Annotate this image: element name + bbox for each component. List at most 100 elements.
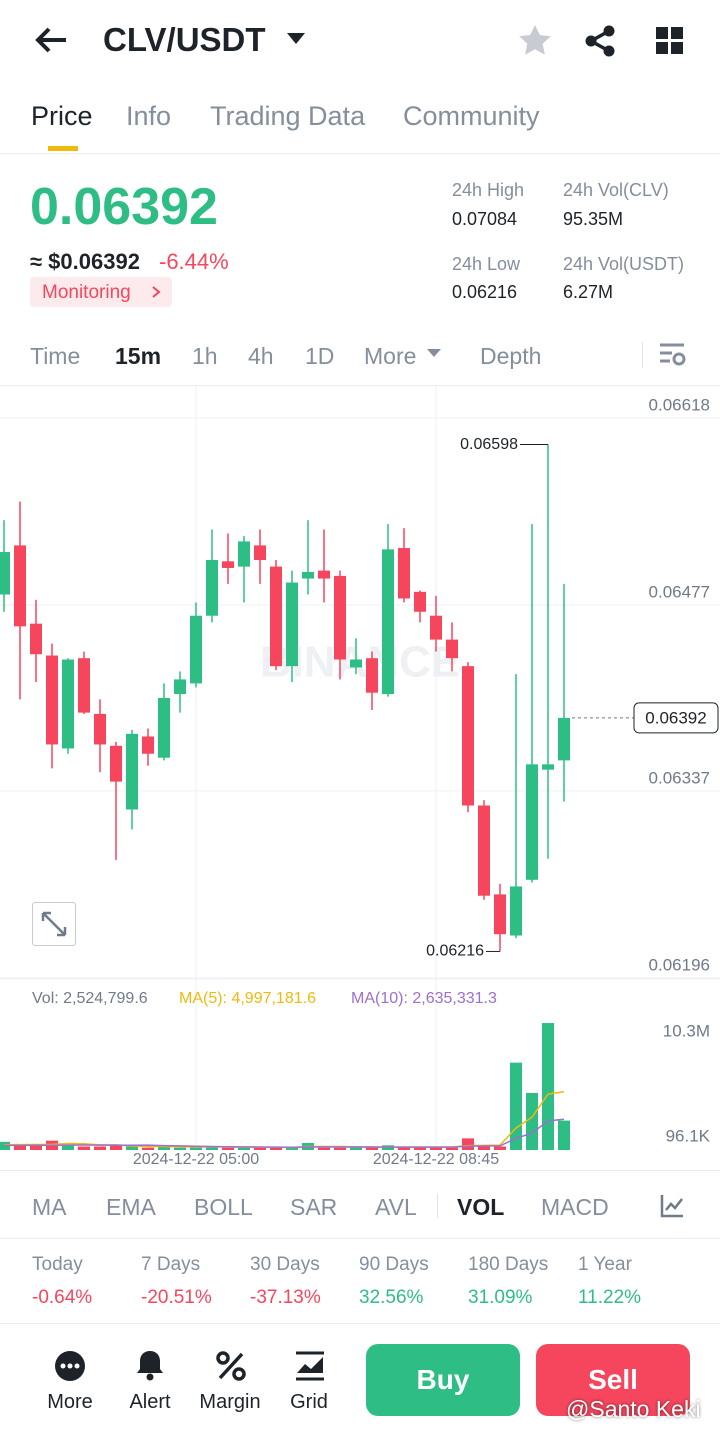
buy-button[interactable]: Buy [366, 1344, 520, 1416]
bottom-label[interactable]: Grid [290, 1391, 328, 1413]
max-label: 0.06598 [460, 436, 518, 453]
divider [0, 1170, 720, 1171]
candle-body [0, 552, 10, 595]
volume-bar [462, 1138, 474, 1150]
ma5-line [3, 1091, 565, 1149]
indicator[interactable]: BOLL [194, 1194, 253, 1220]
tab-active[interactable]: Price [31, 101, 93, 131]
volume-bar [558, 1120, 570, 1150]
divider [0, 1323, 720, 1324]
interval[interactable]: More [364, 343, 417, 369]
sell-button[interactable]: Sell [536, 1344, 690, 1416]
min-label: 0.06216 [426, 943, 484, 960]
candle-body [14, 545, 26, 627]
indicator-active[interactable]: VOL [457, 1194, 505, 1220]
volume-bar [414, 1147, 426, 1150]
perf-label: Today [32, 1254, 83, 1275]
volume-bar [174, 1147, 186, 1150]
pair-title[interactable]: CLV/USDT [103, 21, 266, 58]
y-tick-label: 0.06337 [649, 768, 710, 787]
candle-body [142, 736, 154, 754]
bottom-label[interactable]: Alert [129, 1391, 171, 1413]
interval[interactable]: 1D [305, 343, 335, 369]
more-icon[interactable] [54, 1350, 86, 1382]
volume-bar [254, 1147, 266, 1150]
x-tick-label: 2024-12-22 05:00 [133, 1151, 259, 1168]
y-tick-label: 0.06618 [649, 395, 710, 414]
volume-bar [158, 1146, 170, 1150]
candle-body [462, 666, 474, 806]
volume-bar [270, 1146, 282, 1150]
perf-value: 31.09% [468, 1287, 533, 1308]
volume-bar [30, 1145, 42, 1150]
candle-body [510, 886, 522, 936]
price-change: -6.44% [159, 249, 229, 274]
interval[interactable]: 1h [192, 343, 218, 369]
interval[interactable]: 4h [248, 343, 274, 369]
monitoring-tag[interactable]: Monitoring [30, 277, 172, 307]
candle-body [334, 575, 346, 660]
candle-body [238, 541, 250, 567]
chevron [152, 286, 161, 298]
interval-active[interactable]: 15m [115, 343, 162, 369]
margin-icon[interactable] [216, 1351, 246, 1381]
share-icon[interactable] [584, 25, 616, 57]
last-price-label: 0.06392 [645, 708, 706, 727]
candle-body [206, 559, 218, 616]
candle-body [78, 658, 90, 713]
indicator[interactable]: EMA [106, 1194, 156, 1220]
last-price-box [633, 702, 719, 734]
volume-bar [110, 1145, 122, 1150]
candle-body [254, 545, 266, 560]
volume-bar [478, 1145, 490, 1150]
perf-label: 1 Year [578, 1254, 632, 1275]
tab[interactable]: Trading Data [210, 101, 366, 131]
vol-tick-label: 10.3M [663, 1022, 710, 1041]
indicator-settings-icon[interactable] [660, 1194, 684, 1218]
volume-bar [238, 1147, 250, 1150]
stat-label: 24h Vol(USDT) [563, 254, 685, 274]
candle-body [398, 548, 410, 599]
alert-icon[interactable] [135, 1349, 165, 1381]
dropdown-icon [427, 349, 441, 357]
grid-icon[interactable] [656, 27, 684, 55]
candle-body [126, 733, 138, 810]
last-price: 0.06392 [30, 178, 218, 236]
grid-bot-icon[interactable] [295, 1351, 325, 1381]
indicator[interactable]: MACD [541, 1194, 609, 1220]
fullscreen-button[interactable] [32, 902, 76, 946]
candle-body [46, 655, 58, 745]
back-icon[interactable] [34, 26, 68, 54]
candle-body [318, 570, 330, 579]
divider [437, 1194, 438, 1218]
bottom-label[interactable]: More [47, 1391, 93, 1413]
volume-bar [142, 1147, 154, 1150]
interval[interactable]: Time [30, 343, 81, 369]
divider [0, 1238, 720, 1239]
volume-bar [494, 1146, 506, 1150]
bottom-label[interactable]: Margin [199, 1391, 261, 1413]
dropdown-icon[interactable] [287, 33, 305, 45]
tab[interactable]: Info [126, 101, 172, 131]
tab[interactable]: Community [403, 101, 540, 131]
perf-label: 7 Days [141, 1254, 201, 1275]
chart: BINANCE 0.061960.063370.064770.066182024… [0, 385, 720, 1168]
candle-body [542, 764, 554, 770]
volume-bar [94, 1146, 106, 1150]
indicator[interactable]: MA [32, 1194, 67, 1220]
volume-bar [62, 1145, 74, 1150]
stat-value: 95.35M [563, 209, 624, 229]
ma10-legend: MA(10): 2,635,331.3 [351, 990, 497, 1007]
vol-tick-label: 96.1K [666, 1126, 711, 1145]
star-icon[interactable] [518, 24, 552, 56]
divider [0, 385, 720, 386]
stat-label: 24h Vol(CLV) [563, 180, 669, 200]
settings-icon[interactable] [659, 343, 687, 367]
perf-value: 32.56% [359, 1287, 424, 1308]
indicator[interactable]: AVL [375, 1194, 417, 1220]
indicator[interactable]: SAR [290, 1194, 338, 1220]
interval[interactable]: Depth [480, 343, 542, 369]
stat-value: 0.06216 [452, 282, 518, 302]
y-tick-label: 0.06477 [649, 583, 710, 602]
volume-bar [286, 1147, 298, 1150]
